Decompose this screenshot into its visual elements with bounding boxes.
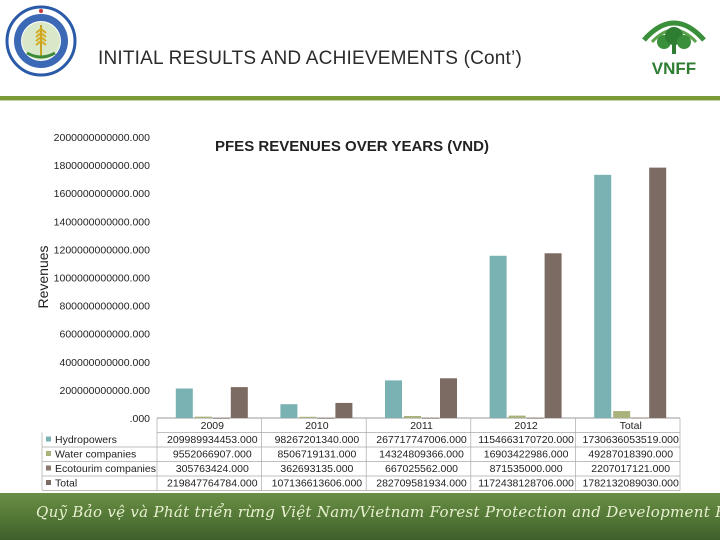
table-cell-value: 98267201340.000 bbox=[275, 434, 360, 446]
legend-label: Hydropowers bbox=[55, 434, 117, 446]
y-tick-label: 2000000000000.000 bbox=[54, 132, 151, 144]
bar-total-2011 bbox=[440, 378, 457, 418]
table-cell-value: 209989934453.000 bbox=[167, 434, 258, 446]
bar-hydropowers-2011 bbox=[385, 380, 402, 418]
legend-swatch-hydropowers bbox=[46, 436, 51, 442]
header-divider-thin bbox=[0, 100, 720, 101]
footer-banner: Quỹ Bảo vệ và Phát triển rừng Việt Nam/V… bbox=[0, 493, 720, 540]
table-cell-value: 8506719131.000 bbox=[277, 449, 356, 461]
y-tick-label: 400000000000.000 bbox=[59, 357, 150, 369]
bar-ecotourim-companies-2010 bbox=[317, 417, 335, 419]
legend-label: Ecotourim companies bbox=[55, 463, 156, 475]
y-tick-label: 200000000000.000 bbox=[59, 385, 150, 397]
bar-water-companies-total bbox=[613, 411, 631, 418]
table-cell-value: 667025562.000 bbox=[385, 463, 458, 475]
bar-ecotourim-companies-2012 bbox=[526, 417, 544, 419]
table-cell-value: 305763424.000 bbox=[176, 463, 249, 475]
table-cell-value: 49287018390.000 bbox=[588, 449, 673, 461]
table-cell-value: 2207017121.000 bbox=[591, 463, 670, 475]
vnff-logo-text: VNFF bbox=[652, 59, 696, 78]
bar-hydropowers-total bbox=[594, 174, 612, 418]
bar-hydropowers-2010 bbox=[280, 404, 298, 418]
chart-title: PFES REVENUES OVER YEARS (VND) bbox=[215, 138, 489, 155]
table-cell-value: 14324809366.000 bbox=[379, 449, 464, 461]
footer-text: Quỹ Bảo vệ và Phát triển rừng Việt Nam/V… bbox=[36, 503, 720, 521]
table-cell-value: 1172438128706.000 bbox=[478, 478, 574, 490]
y-tick-label: 1600000000000.000 bbox=[54, 188, 151, 200]
y-tick-label: 1000000000000.000 bbox=[54, 273, 151, 285]
y-tick-label: .000 bbox=[130, 413, 151, 425]
category-label: 2012 bbox=[514, 420, 538, 432]
bar-total-2012 bbox=[544, 253, 562, 418]
y-tick-label: 600000000000.000 bbox=[59, 329, 150, 341]
slide-header: INITIAL RESULTS AND ACHIEVEMENTS (Cont’)… bbox=[0, 0, 720, 98]
bar-total-total bbox=[649, 167, 667, 418]
y-tick-label: 1400000000000.000 bbox=[54, 216, 151, 228]
bar-water-companies-2011 bbox=[404, 415, 421, 418]
bar-total-2010 bbox=[335, 402, 353, 418]
table-cell-value: 9552066907.000 bbox=[173, 449, 252, 461]
table-cell-value: 871535000.000 bbox=[490, 463, 563, 475]
category-label: 2009 bbox=[201, 420, 225, 432]
legend-swatch-ecotourim-companies bbox=[46, 465, 51, 471]
bar-ecotourim-companies-total bbox=[631, 417, 649, 419]
table-cell-value: 1782132089030.000 bbox=[583, 478, 680, 490]
table-cell-value: 282709581934.000 bbox=[376, 478, 467, 490]
chart-area: PFES REVENUES OVER YEARS (VND) Revenues .0… bbox=[0, 101, 720, 493]
category-label: Total bbox=[620, 420, 642, 432]
bar-total-2009 bbox=[230, 387, 248, 418]
revenue-chart: PFES REVENUES OVER YEARS (VND) Revenues .0… bbox=[35, 132, 681, 491]
legend-label: Total bbox=[55, 478, 77, 490]
table-cell-value: 219847764784.000 bbox=[167, 478, 258, 490]
y-tick-label: 800000000000.000 bbox=[59, 301, 150, 313]
bar-water-companies-2012 bbox=[508, 415, 526, 418]
legend-label: Water companies bbox=[55, 449, 136, 461]
legend-swatch-total bbox=[46, 480, 51, 485]
table-cell-value: 1730636053519.000 bbox=[583, 434, 680, 446]
table-cell-value: 1154663170720.000 bbox=[478, 434, 574, 446]
category-label: 2010 bbox=[305, 420, 329, 432]
page-title: INITIAL RESULTS AND ACHIEVEMENTS (Cont’) bbox=[98, 48, 522, 69]
y-axis-label: Revenues bbox=[35, 245, 51, 308]
bar-ecotourim-companies-2011 bbox=[422, 417, 439, 419]
legend-swatch-water-companies bbox=[46, 451, 51, 456]
ministry-logo-icon bbox=[5, 5, 77, 77]
table-cell-value: 16903422986.000 bbox=[484, 449, 569, 461]
y-tick-label: 1200000000000.000 bbox=[54, 244, 151, 256]
bar-hydropowers-2012 bbox=[489, 255, 507, 418]
table-cell-value: 362693135.000 bbox=[280, 463, 353, 475]
table-cell-value: 267717747006.000 bbox=[376, 434, 467, 446]
bar-water-companies-2009 bbox=[194, 416, 212, 418]
header-divider bbox=[0, 96, 720, 100]
bar-hydropowers-2009 bbox=[175, 388, 193, 418]
vnff-logo-icon: VNFF bbox=[642, 20, 706, 78]
table-cell-value: 107136613606.000 bbox=[272, 478, 363, 490]
category-label: 2011 bbox=[410, 420, 433, 432]
bar-water-companies-2010 bbox=[299, 416, 317, 418]
bar-ecotourim-companies-2009 bbox=[212, 417, 230, 419]
y-tick-label: 1800000000000.000 bbox=[54, 160, 151, 172]
